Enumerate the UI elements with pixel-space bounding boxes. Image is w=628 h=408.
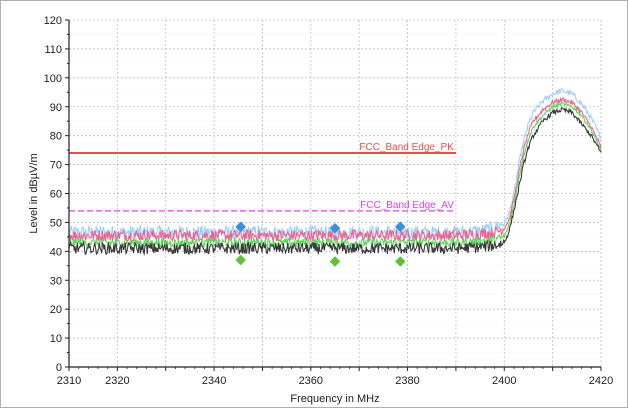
marker-4 [329,256,341,267]
grid [68,19,602,368]
x-tick-label: 2400 [492,375,516,387]
marker-2 [394,221,406,233]
y-tick-label: 90 [50,102,62,114]
y-tick-label: 100 [44,73,62,85]
y-tick-label: 0 [56,362,62,374]
y-tick-label: 60 [50,189,62,201]
axes: 0 10 20 30 40 50 60 70 80 90 100 110 120 2310 2320 2340… [44,15,614,387]
marker-3 [235,254,247,266]
marker-0 [235,221,247,233]
x-tick-label: 2310 [57,375,81,387]
limit-label-1: FCC_Band Edge_AV [360,200,454,211]
y-tick-label: 20 [50,304,62,316]
y-tick-label: 80 [50,131,62,143]
x-tick-label: 2360 [299,375,323,387]
x-tick-label: 2320 [105,375,129,387]
marker-1 [329,222,341,234]
limit-lines: FCC_Band Edge_PK FCC_Band Edge_AV [69,142,456,212]
series-line-1 [68,96,602,243]
y-axis-title: Level in dBµV/m [28,153,40,233]
y-tick-label: 40 [50,246,62,258]
y-tick-label: 30 [50,275,62,287]
y-tick-label: 50 [50,217,62,229]
marker-5 [394,256,406,267]
x-tick-label: 2380 [395,375,419,387]
limit-label-0: FCC_Band Edge_PK [359,142,454,153]
y-tick-label: 70 [50,160,62,172]
x-axis-title: Frequency in MHz [290,393,379,405]
markers [235,221,406,267]
y-tick-label: 110 [44,44,62,56]
x-tick-label: 2340 [202,375,226,387]
x-tick-label: 2420 [589,375,613,387]
y-tick-label: 120 [44,15,62,27]
series-line-3 [68,106,602,256]
series-line-2 [68,101,602,249]
y-tick-label: 10 [50,333,62,345]
